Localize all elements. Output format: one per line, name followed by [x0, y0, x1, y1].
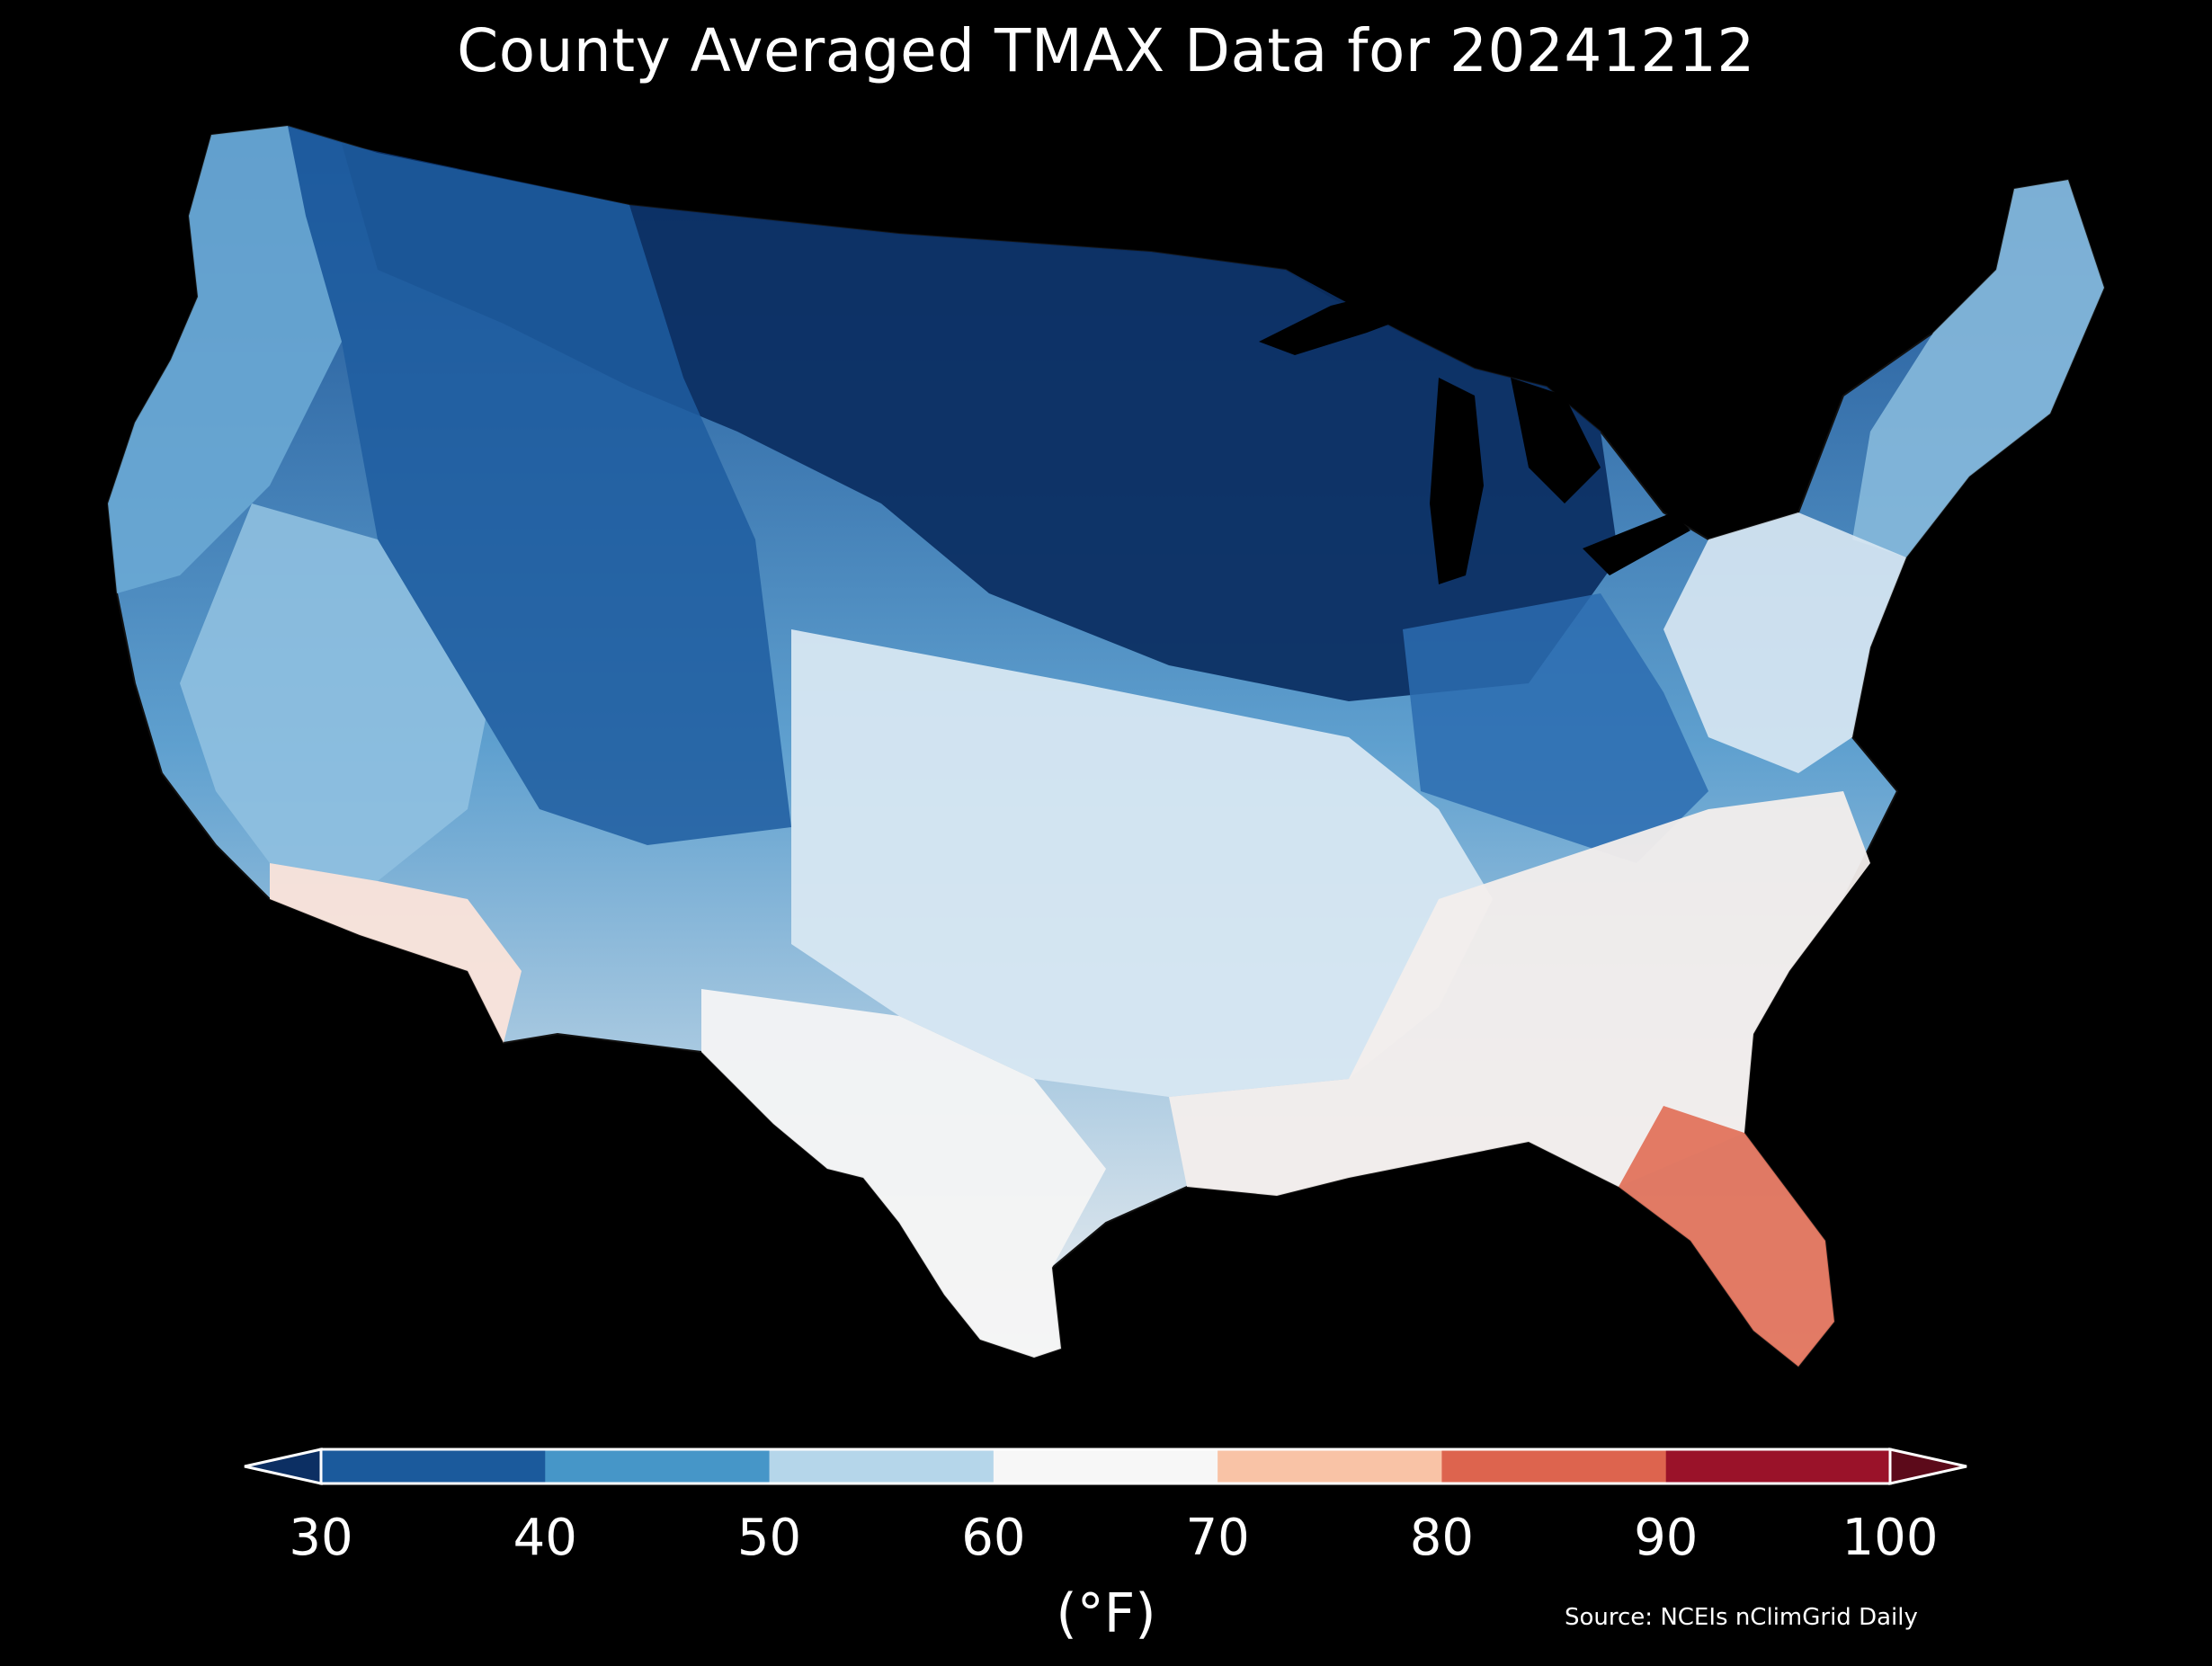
- lake-huron: [1511, 378, 1601, 503]
- region-new-england: [1852, 180, 2104, 557]
- colorbar-bin-60-70: [993, 1449, 1218, 1483]
- colorbar-bin-40-50: [545, 1449, 771, 1483]
- lake-erie: [1583, 512, 1690, 575]
- colorbar-under-arrow: [244, 1448, 323, 1485]
- colorbar-tick-70: 70: [1185, 1509, 1250, 1567]
- colorbar-tick-90: 90: [1634, 1509, 1699, 1567]
- lake-ontario: [1708, 490, 1789, 521]
- region-texas: [701, 989, 1106, 1358]
- region-great-basin: [180, 503, 486, 881]
- colorbar-tick-100: 100: [1842, 1509, 1939, 1567]
- colorbar-bin-30-40: [321, 1449, 546, 1483]
- region-florida: [1619, 1106, 1834, 1367]
- region-mid-atlantic: [1663, 512, 1906, 773]
- colorbar-tick-80: 80: [1409, 1509, 1475, 1567]
- region-ohio-valley: [1403, 593, 1708, 863]
- colorbar-bin-50-60: [769, 1449, 995, 1483]
- region-southeast: [1169, 791, 1870, 1196]
- colorbar-over-arrow: [1888, 1448, 1967, 1485]
- colorbar-frame: [319, 1448, 1892, 1485]
- region-rockies: [288, 126, 791, 845]
- colorbar-bin-80-90: [1441, 1449, 1667, 1483]
- region-southwest-warm: [270, 863, 522, 1043]
- colorbar-bin-70-80: [1217, 1449, 1442, 1483]
- colorbar-tick-40: 40: [513, 1509, 577, 1567]
- lake-michigan: [1430, 378, 1484, 584]
- region-southern-plains: [791, 629, 1493, 1097]
- county-regions: [108, 126, 2104, 1367]
- colorbar-bin-90-100: [1665, 1449, 1891, 1483]
- region-northwest-coast: [108, 126, 342, 593]
- colorbar-tick-30: 30: [289, 1509, 353, 1567]
- colorbar-tick-50: 50: [736, 1509, 802, 1567]
- chart-title: County Averaged TMAX Data for 20241212: [457, 16, 1755, 85]
- colorbar-tick-60: 60: [961, 1509, 1026, 1567]
- great-lakes: [1259, 288, 1789, 584]
- colorbar-label: (°F): [1056, 1582, 1156, 1645]
- source-note: Source: NCEIs nClimGrid Daily: [1565, 1604, 1918, 1631]
- lake-superior: [1259, 288, 1439, 355]
- region-northern-plains: [342, 144, 1619, 701]
